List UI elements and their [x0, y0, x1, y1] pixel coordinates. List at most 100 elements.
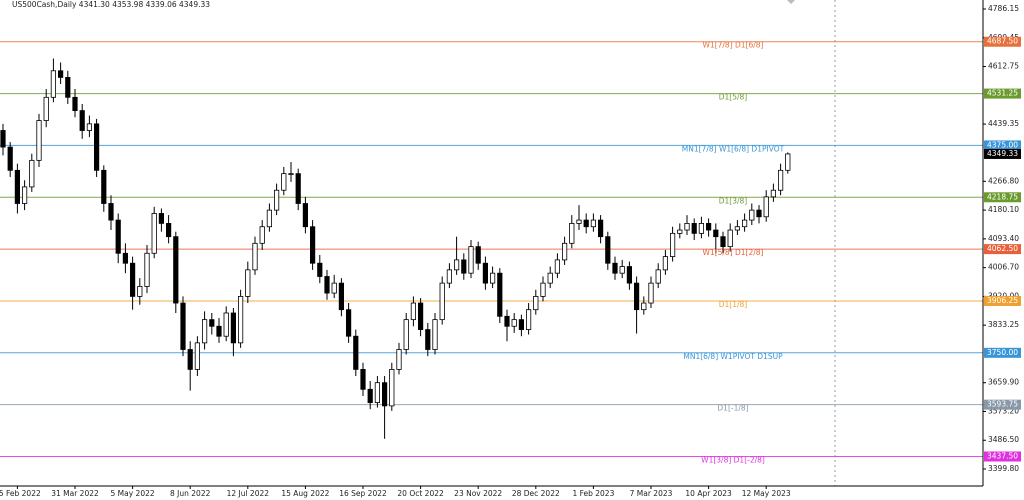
y-tick-label: 4612.75	[988, 62, 1019, 71]
candle-body	[252, 242, 258, 271]
y-tick-label: 3486.50	[988, 435, 1019, 444]
candle-body	[641, 302, 647, 311]
candle-body	[432, 319, 438, 350]
candle-body	[353, 335, 359, 370]
candle-body	[273, 189, 280, 211]
candle-body	[324, 276, 330, 294]
candle-body	[381, 382, 388, 407]
candle-body	[526, 309, 532, 330]
candle-body	[58, 70, 64, 78]
y-tick-label: 4180.10	[988, 205, 1019, 214]
candle-body	[72, 96, 78, 111]
candle-body	[785, 153, 791, 171]
level-text: D1[-1/8]	[717, 404, 748, 413]
level-tag-label: 3750.00	[987, 348, 1018, 357]
candle-body	[367, 388, 373, 403]
candle-body	[0, 130, 6, 148]
level-tag	[984, 399, 1021, 410]
x-tick-label: 5 May 2022	[111, 489, 155, 498]
y-tick-label: 3659.90	[988, 378, 1019, 387]
candle-body	[281, 173, 287, 191]
price-tag-label: 4349.33	[987, 149, 1018, 158]
level-tag	[984, 295, 1021, 306]
candle-body	[698, 223, 705, 234]
candle-body	[317, 262, 323, 277]
candle-body	[137, 286, 143, 297]
level-text: W1[5/8] D1[2/8]	[703, 248, 764, 257]
candle-body	[778, 169, 784, 191]
candle-body	[14, 169, 20, 204]
candle-body	[403, 319, 409, 350]
candle-body	[439, 282, 445, 321]
candle-body	[482, 262, 489, 284]
candle-body	[554, 259, 561, 274]
candle-body	[86, 123, 92, 131]
plot	[0, 41, 983, 458]
candle-body	[7, 146, 13, 171]
level-tag-label: 4062.50	[987, 244, 1018, 253]
candle-body	[288, 173, 294, 176]
candle-body	[634, 282, 640, 311]
candle-body	[151, 213, 157, 254]
level-tag	[984, 36, 1021, 47]
candle-body	[497, 272, 503, 317]
candle-body	[173, 236, 179, 304]
level-tag-label: 4218.75	[987, 192, 1018, 201]
candle-body	[727, 229, 733, 248]
x-tick-label: 12 May 2023	[742, 489, 791, 498]
candle-body	[79, 110, 85, 131]
candle-body	[374, 382, 381, 403]
level-tag	[984, 347, 1021, 358]
price-tag	[984, 148, 1021, 159]
candle-body	[691, 223, 697, 234]
candle-body	[389, 369, 395, 407]
candle-body	[453, 259, 460, 271]
candle-body	[187, 349, 193, 370]
x-tick-label: 28 Dec 2022	[512, 489, 560, 498]
candle-body	[29, 159, 35, 188]
level-text: MN1[7/8] W1[6/8] D1PIVOT	[682, 144, 785, 153]
candle-body	[295, 173, 301, 204]
candle-body	[569, 223, 575, 244]
candle-body	[396, 349, 402, 370]
shift-marker	[787, 0, 795, 4]
candle-body	[670, 232, 676, 257]
candle-body	[180, 302, 186, 350]
level-tag	[984, 88, 1021, 99]
level-tag-label: 4375.00	[987, 140, 1018, 149]
level-tag-label: 4531.25	[987, 89, 1018, 98]
candle-body	[489, 272, 496, 284]
candle-body	[245, 269, 251, 297]
y-tick-label: 4439.35	[988, 119, 1019, 128]
candle-body	[223, 312, 229, 337]
x-tick-label: 25 Feb 2022	[0, 489, 41, 498]
candle-body	[101, 169, 107, 204]
candle-body	[425, 329, 431, 350]
y-tick-label: 3399.80	[988, 464, 1019, 473]
y-tick-label: 3920.00	[988, 291, 1019, 300]
candle-body	[763, 196, 769, 218]
level-tag-label: 3906.25	[987, 296, 1018, 305]
candle-body	[144, 252, 150, 287]
candle-body	[475, 246, 481, 264]
candle-body	[94, 123, 100, 171]
candle-body	[540, 282, 546, 297]
candle-body	[720, 236, 726, 248]
candle-body	[36, 120, 42, 161]
level-text: W1[3/8] D1[-2/8]	[701, 456, 765, 465]
candle-body	[562, 242, 568, 261]
candle-body	[749, 209, 755, 221]
chart-title: US500Cash,Daily 4341.30 4353.98 4339.06 …	[12, 0, 210, 9]
x-tick-label: 23 Nov 2022	[454, 489, 502, 498]
candle-body	[331, 282, 337, 294]
candle-body	[734, 226, 741, 231]
candle-body	[21, 186, 28, 204]
candle-body	[50, 70, 57, 98]
candle-body	[547, 272, 553, 284]
y-tick-label: 3833.25	[988, 320, 1019, 329]
candle-body	[461, 259, 467, 274]
candle-body	[194, 342, 200, 370]
candle-body	[590, 219, 597, 228]
